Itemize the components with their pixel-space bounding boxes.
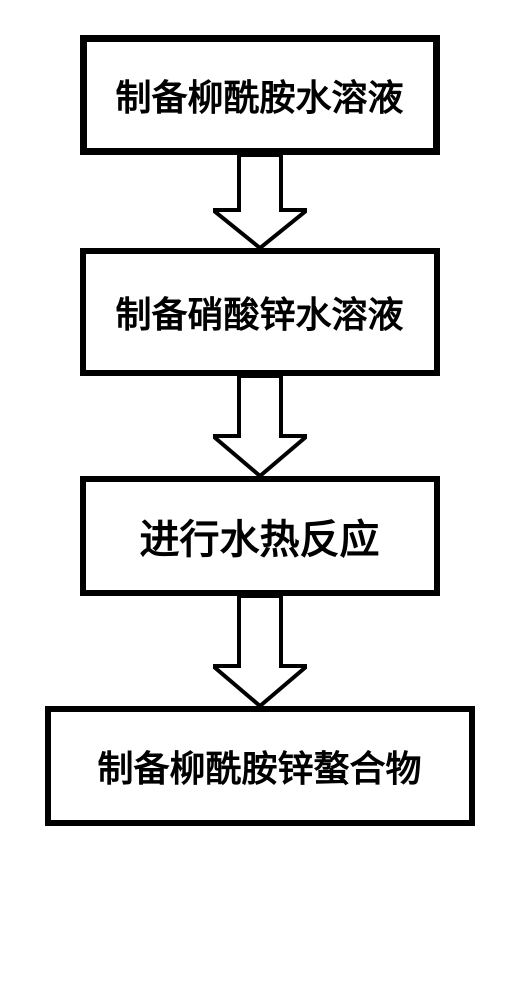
flowchart-container: 制备柳酰胺水溶液制备硝酸锌水溶液进行水热反应制备柳酰胺锌螯合物 <box>45 35 475 826</box>
step-label: 进行水热反应 <box>140 507 380 565</box>
flowchart-step-3: 进行水热反应 <box>80 476 440 596</box>
step-label: 制备柳酰胺锌螯合物 <box>97 740 421 792</box>
flowchart-step-4: 制备柳酰胺锌螯合物 <box>45 706 475 826</box>
arrow-down-icon <box>213 376 307 476</box>
step-label: 制备硝酸锌水溶液 <box>115 286 403 338</box>
arrow-down-icon <box>213 596 307 706</box>
flowchart-step-1: 制备柳酰胺水溶液 <box>80 35 440 155</box>
flowchart-step-2: 制备硝酸锌水溶液 <box>80 248 440 376</box>
arrow-down-icon <box>213 155 307 248</box>
step-label: 制备柳酰胺水溶液 <box>115 69 403 121</box>
